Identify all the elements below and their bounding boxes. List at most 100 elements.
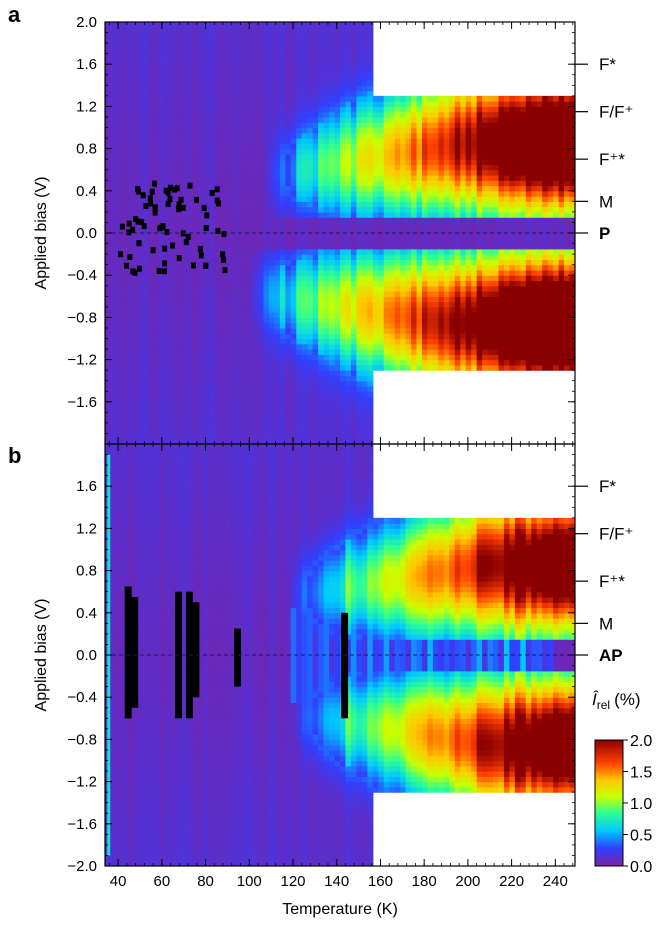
heatmap-cell	[361, 211, 368, 218]
heatmap-cell	[126, 164, 133, 171]
heatmap-cell	[323, 217, 330, 224]
heatmap-cell	[203, 27, 210, 34]
heatmap-cell	[394, 275, 401, 282]
heatmap-cell	[312, 32, 319, 39]
heatmap-cell	[296, 22, 303, 28]
heatmap-cell	[454, 317, 461, 324]
heatmap-cell	[329, 201, 336, 208]
heatmap-cell	[323, 174, 330, 181]
heatmap-cell	[192, 433, 199, 440]
heatmap-cell	[241, 201, 248, 208]
heatmap-cell	[329, 190, 336, 197]
heatmap-cell	[247, 111, 254, 118]
heatmap-cell	[247, 380, 254, 387]
heatmap-cell	[105, 180, 112, 187]
heatmap-cell	[361, 359, 368, 366]
heatmap-cell	[334, 238, 341, 245]
heatmap-cell	[312, 143, 319, 150]
heatmap-cell	[345, 138, 352, 144]
heatmap-cell	[252, 385, 259, 392]
heatmap-cell	[405, 333, 412, 340]
heatmap-cell	[258, 264, 265, 271]
heatmap-cell	[208, 322, 215, 329]
heatmap-cell	[285, 264, 292, 271]
heatmap-cell	[170, 64, 177, 71]
heatmap-cell	[143, 385, 150, 392]
heatmap-cell	[318, 211, 325, 218]
heatmap-cell	[181, 127, 188, 134]
heatmap-cell	[290, 53, 297, 60]
heatmap-cell	[126, 401, 133, 408]
heatmap-cell	[110, 238, 117, 245]
heatmap-cell	[329, 343, 336, 350]
heatmap-cell	[400, 280, 407, 287]
heatmap-cell	[241, 422, 248, 429]
heatmap-cell	[110, 428, 117, 435]
heatmap-cell	[148, 312, 155, 318]
heatmap-cell	[274, 301, 281, 308]
heatmap-cell	[148, 37, 155, 44]
heatmap-cell	[378, 306, 385, 313]
heatmap-cell	[176, 333, 183, 340]
heatmap-cell	[258, 233, 265, 239]
heatmap-cell	[159, 127, 166, 134]
heatmap-cell	[230, 322, 237, 329]
heatmap-cell	[121, 227, 128, 234]
heatmap-cell	[285, 380, 292, 387]
heatmap-cell	[307, 90, 314, 97]
heatmap-cell	[252, 333, 259, 340]
heatmap-cell	[263, 116, 270, 123]
heatmap-cell	[192, 364, 199, 371]
heatmap-cell	[148, 364, 155, 371]
heatmap-cell	[258, 138, 265, 144]
heatmap-cell	[132, 80, 139, 86]
heatmap-cell	[115, 174, 122, 181]
heatmap-cell	[340, 259, 347, 266]
heatmap-cell	[268, 211, 276, 218]
heatmap-cell	[132, 190, 139, 197]
heatmap-cell	[345, 27, 352, 34]
heatmap-cell	[334, 180, 341, 187]
heatmap-cell	[383, 349, 390, 355]
heatmap-cell	[110, 349, 117, 355]
heatmap-cell	[290, 327, 297, 334]
heatmap-cell	[236, 101, 243, 107]
heatmap-cell	[285, 227, 292, 234]
heatmap-cell	[405, 354, 412, 361]
heatmap-cell	[421, 211, 429, 218]
heatmap-cell	[340, 206, 347, 213]
heatmap-cell	[460, 306, 467, 313]
heatmap-cell	[405, 243, 412, 250]
heatmap-cell	[236, 169, 243, 176]
heatmap-cell	[378, 116, 385, 123]
heatmap-cell	[115, 370, 122, 377]
heatmap-cell	[176, 138, 183, 144]
heatmap-cell	[274, 264, 281, 271]
heatmap-cell	[154, 80, 161, 86]
heatmap-cell	[105, 196, 112, 202]
heatmap-cell	[438, 180, 445, 187]
heatmap-cell	[307, 322, 314, 329]
heatmap-cell	[279, 243, 286, 250]
heatmap-cell	[126, 159, 133, 166]
heatmap-cell	[186, 80, 194, 86]
heatmap-cell	[476, 285, 483, 292]
heatmap-cell	[274, 58, 281, 65]
heatmap-cell	[421, 143, 429, 150]
heatmap-cell	[427, 143, 434, 150]
heatmap-cell	[197, 428, 204, 435]
heatmap-cell	[121, 385, 128, 392]
heatmap-cell	[356, 106, 363, 113]
heatmap-cell	[203, 74, 210, 81]
heatmap-cell	[345, 185, 352, 192]
heatmap-cell	[192, 280, 199, 287]
panel-a-label: a	[8, 2, 21, 27]
heatmap-cell	[230, 354, 237, 361]
heatmap-cell	[197, 90, 204, 97]
heatmap-cell	[230, 127, 237, 134]
heatmap-cell	[252, 180, 259, 187]
heatmap-cell	[181, 190, 188, 197]
heatmap-cell	[350, 80, 357, 86]
heatmap-cell	[416, 169, 423, 176]
heatmap-cell	[285, 217, 292, 224]
